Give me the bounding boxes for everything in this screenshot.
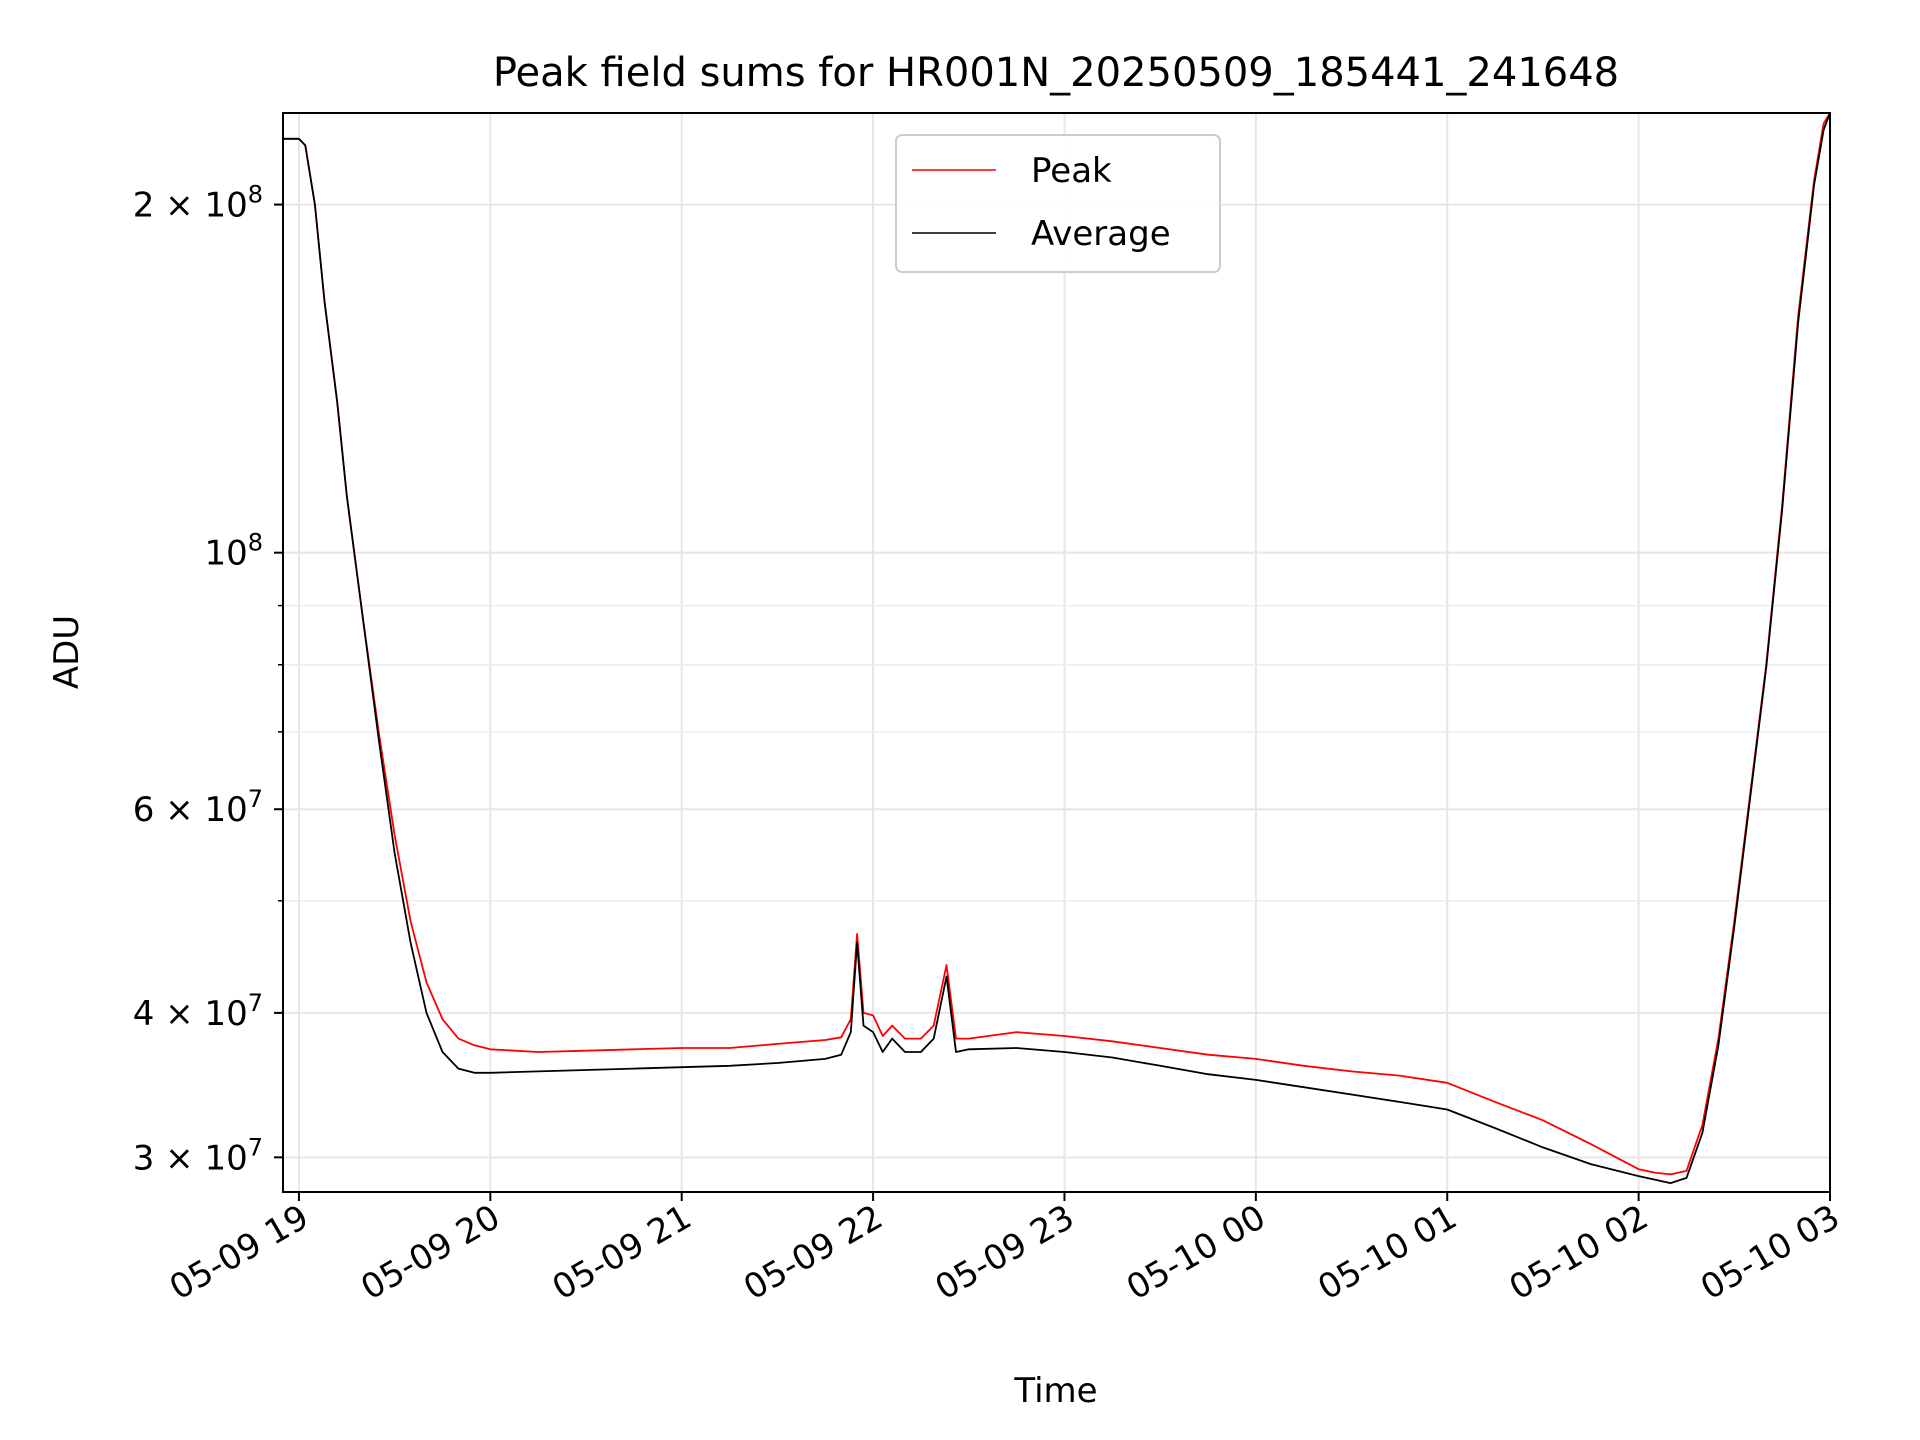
y-tick-label: 2 × 108 [133, 181, 263, 226]
series-line-peak [283, 113, 1830, 1176]
y-tick-label: 3 × 107 [133, 1133, 263, 1178]
legend-label-peak: Peak [1031, 151, 1112, 191]
plot-frame [282, 112, 1831, 1193]
series-group [283, 113, 1830, 1184]
legend-label-average: Average [1031, 214, 1171, 254]
y-tick-label: 108 [204, 529, 263, 574]
chart-title: Peak field sums for HR001N_20250509_1854… [493, 50, 1619, 96]
y-axis-label: ADU [47, 615, 87, 689]
series-line-average [283, 113, 1830, 1184]
y-tick-label: 4 × 107 [133, 989, 263, 1034]
legend: Peak Average [895, 134, 1221, 273]
x-axis-label: Time [1013, 1371, 1097, 1411]
y-tick-label: 6 × 107 [133, 785, 263, 830]
y-ticks: 3 × 107 4 × 107 6 × 107 108 2 × 108 [133, 181, 283, 1178]
